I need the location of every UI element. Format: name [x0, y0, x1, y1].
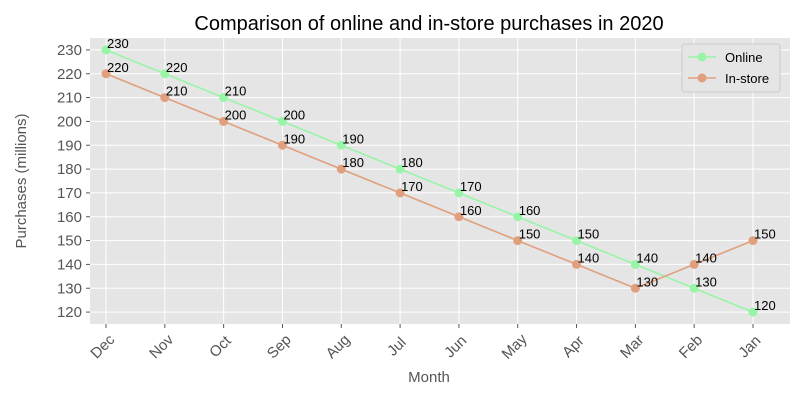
data-label: 140: [578, 250, 600, 265]
data-label: 140: [636, 250, 658, 265]
data-point: [572, 259, 582, 269]
data-point: [630, 259, 640, 269]
x-tick-label: Jun: [441, 332, 470, 361]
data-point: [513, 236, 523, 246]
data-label: 150: [578, 227, 600, 242]
y-tick-label: 180: [57, 161, 82, 178]
data-point: [748, 236, 758, 246]
data-label: 170: [401, 179, 423, 194]
data-point: [160, 93, 170, 103]
data-label: 150: [519, 227, 541, 242]
series-line-online: [105, 49, 754, 313]
x-tick-label: Nov: [146, 331, 177, 362]
data-point: [513, 212, 523, 222]
data-point: [219, 116, 229, 126]
data-label: 180: [342, 155, 364, 170]
legend-box: [681, 43, 781, 93]
y-tick-label: 190: [57, 137, 82, 154]
x-tick-label: Mar: [617, 332, 647, 362]
x-tick-label: Oct: [206, 332, 235, 361]
data-label: 120: [754, 298, 776, 313]
data-label: 200: [225, 107, 247, 122]
data-label: 180: [401, 155, 423, 170]
y-tick-label: 210: [57, 90, 82, 107]
data-label: 150: [754, 227, 776, 242]
data-point: [748, 307, 758, 317]
data-point: [689, 283, 699, 293]
data-point: [336, 164, 346, 174]
data-labels: 230 220 210 200 190 180 170 160 150 140 130 120 220 2…: [107, 36, 776, 313]
data-label: 210: [225, 84, 247, 99]
x-axis-ticks: Dec Nov Oct Sep Aug Jul Jun May Apr Mar Feb Jan: [87, 324, 764, 363]
y-tick-label: 230: [57, 42, 82, 59]
x-tick-label: Aug: [323, 331, 354, 362]
legend-marker: [697, 52, 707, 62]
data-label: 160: [519, 203, 541, 218]
data-point: [101, 45, 111, 55]
x-tick-label: Feb: [676, 332, 706, 362]
chart-title: Comparison of online and in-store purcha…: [194, 13, 663, 35]
data-point: [277, 116, 287, 126]
data-point: [395, 188, 405, 198]
legend-label: Online: [725, 50, 763, 65]
gridlines: [90, 38, 790, 324]
x-axis-label: Month: [408, 369, 450, 386]
data-point: [101, 69, 111, 79]
data-label: 190: [342, 131, 364, 146]
y-tick-label: 160: [57, 209, 82, 226]
data-point: [336, 140, 346, 150]
y-tick-label: 150: [57, 233, 82, 250]
data-label: 220: [166, 60, 188, 75]
y-tick-label: 220: [57, 66, 82, 83]
data-point: [689, 259, 699, 269]
data-label: 130: [636, 274, 658, 289]
data-label: 130: [695, 274, 717, 289]
data-point: [219, 93, 229, 103]
data-label: 210: [166, 84, 188, 99]
x-tick-label: Apr: [559, 333, 588, 362]
y-tick-label: 130: [57, 280, 82, 297]
data-label: 230: [107, 36, 129, 51]
data-point: [454, 188, 464, 198]
legend: Online In-store: [681, 43, 781, 93]
data-label: 200: [283, 107, 305, 122]
y-tick-label: 120: [57, 304, 82, 321]
data-point: [572, 236, 582, 246]
x-tick-label: May: [499, 330, 531, 362]
x-tick-label: Jul: [384, 334, 410, 360]
data-point: [277, 140, 287, 150]
data-point: [395, 164, 405, 174]
y-tick-label: 140: [57, 256, 82, 273]
data-point: [454, 212, 464, 222]
x-tick-label: Sep: [264, 331, 295, 362]
y-axis-ticks: 120 130 140 150 160 170 180 190 200 210 220 230: [57, 42, 90, 321]
plot-area: [90, 38, 790, 324]
legend-label: In-store: [725, 71, 769, 86]
data-point: [630, 283, 640, 293]
y-tick-label: 170: [57, 185, 82, 202]
y-axis-label: Purchases (millions): [13, 113, 30, 248]
data-label: 190: [283, 131, 305, 146]
x-tick-label: Dec: [87, 331, 118, 362]
data-point: [160, 69, 170, 79]
series-group: [101, 45, 758, 317]
data-label: 220: [107, 60, 129, 75]
series-line-in-store: [105, 73, 754, 290]
data-label: 140: [695, 250, 717, 265]
data-label: 160: [460, 203, 482, 218]
data-label: 170: [460, 179, 482, 194]
legend-marker: [697, 73, 707, 83]
y-tick-label: 200: [57, 113, 82, 130]
x-tick-label: Jan: [735, 332, 764, 361]
